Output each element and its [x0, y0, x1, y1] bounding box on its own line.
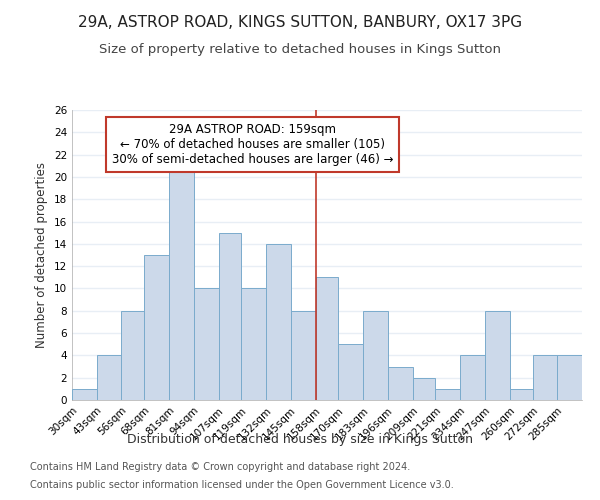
- Bar: [485, 311, 509, 400]
- Bar: [291, 311, 316, 400]
- Bar: [460, 356, 485, 400]
- Bar: [121, 311, 145, 400]
- Bar: [316, 278, 338, 400]
- Bar: [241, 288, 266, 400]
- Bar: [266, 244, 291, 400]
- Bar: [413, 378, 436, 400]
- Text: Distribution of detached houses by size in Kings Sutton: Distribution of detached houses by size …: [127, 432, 473, 446]
- Bar: [72, 389, 97, 400]
- Bar: [363, 311, 388, 400]
- Bar: [97, 356, 121, 400]
- Bar: [145, 255, 169, 400]
- Text: 29A, ASTROP ROAD, KINGS SUTTON, BANBURY, OX17 3PG: 29A, ASTROP ROAD, KINGS SUTTON, BANBURY,…: [78, 15, 522, 30]
- Bar: [509, 389, 533, 400]
- Text: 29A ASTROP ROAD: 159sqm
← 70% of detached houses are smaller (105)
30% of semi-d: 29A ASTROP ROAD: 159sqm ← 70% of detache…: [112, 124, 394, 166]
- Bar: [436, 389, 460, 400]
- Bar: [557, 356, 582, 400]
- Bar: [338, 344, 363, 400]
- Bar: [169, 154, 194, 400]
- Text: Size of property relative to detached houses in Kings Sutton: Size of property relative to detached ho…: [99, 42, 501, 56]
- Text: Contains public sector information licensed under the Open Government Licence v3: Contains public sector information licen…: [30, 480, 454, 490]
- Y-axis label: Number of detached properties: Number of detached properties: [35, 162, 49, 348]
- Bar: [194, 288, 218, 400]
- Bar: [218, 232, 241, 400]
- Text: Contains HM Land Registry data © Crown copyright and database right 2024.: Contains HM Land Registry data © Crown c…: [30, 462, 410, 472]
- Bar: [533, 356, 557, 400]
- Bar: [388, 366, 413, 400]
